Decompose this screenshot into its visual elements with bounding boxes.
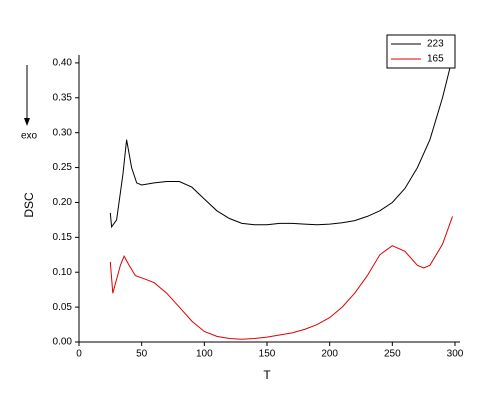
x-tick-label: 150	[259, 349, 276, 360]
x-tick-label: 200	[321, 349, 338, 360]
y-axis-title: DSC	[22, 192, 36, 218]
series-line	[109, 35, 456, 229]
legend-label: 223	[427, 39, 444, 50]
y-tick-label: 0.15	[53, 232, 73, 243]
y-tick-label: 0.25	[53, 162, 73, 173]
x-tick-label: 50	[136, 349, 148, 360]
exo-annotation: exo	[21, 131, 38, 142]
x-tick-label: 250	[384, 349, 401, 360]
x-axis-title: T	[263, 368, 271, 382]
y-tick-label: 0.00	[53, 337, 73, 348]
legend-box	[386, 34, 456, 69]
y-tick-label: 0.30	[53, 127, 73, 138]
y-tick-label: 0.35	[53, 92, 73, 103]
x-tick-label: 0	[76, 349, 82, 360]
legend-label: 165	[427, 54, 444, 65]
x-tick-label: 300	[447, 349, 464, 360]
y-tick-label: 0.20	[53, 197, 73, 208]
x-tick-label: 100	[196, 349, 213, 360]
exo-arrowhead	[24, 118, 30, 126]
y-tick-label: 0.05	[53, 302, 73, 313]
y-tick-label: 0.10	[53, 267, 73, 278]
series-line	[109, 216, 453, 340]
y-tick-label: 0.40	[53, 58, 73, 69]
